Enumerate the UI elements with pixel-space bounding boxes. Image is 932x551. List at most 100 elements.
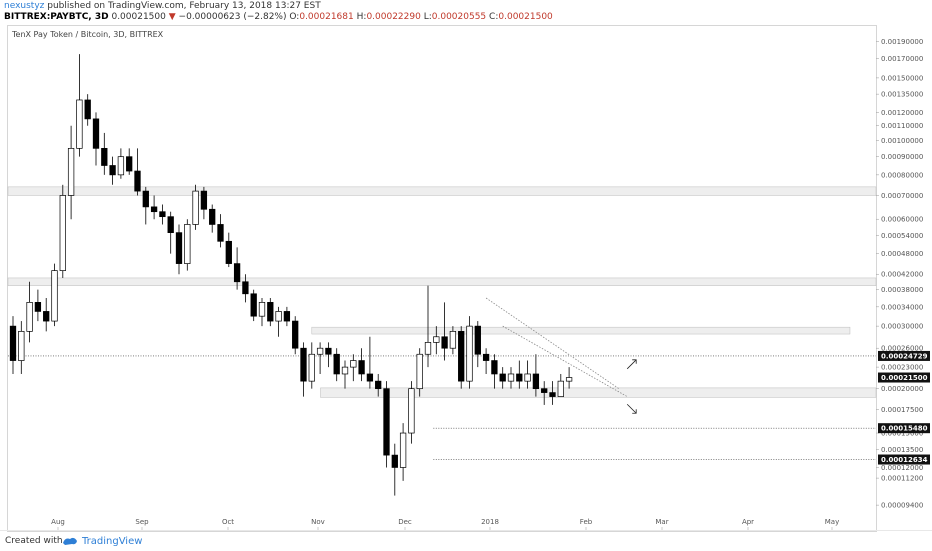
arrow-shaft xyxy=(626,403,637,414)
chart-frame xyxy=(7,25,877,532)
candle xyxy=(549,381,556,405)
candle-body xyxy=(167,216,174,233)
y-tick-label: 0.00110000 xyxy=(881,122,923,130)
candlestick-chart[interactable]: TenX Pay Token / Bitcoin, 3D, BITTREX 0.0… xyxy=(0,0,932,530)
price-tag-bg xyxy=(878,423,930,434)
y-tick-label: 0.00030000 xyxy=(881,323,923,331)
arrow-head xyxy=(632,359,637,364)
candle xyxy=(242,274,249,303)
x-tick-label: Feb xyxy=(580,518,593,526)
candle xyxy=(258,298,266,327)
candle-body xyxy=(433,336,440,343)
tradingview-logo-icon xyxy=(63,537,77,545)
candle xyxy=(441,302,448,361)
candle xyxy=(458,326,465,389)
candle-body xyxy=(358,360,365,375)
candle-body xyxy=(283,311,291,322)
trendline-1 xyxy=(502,325,628,397)
close-value: 0.00021500 xyxy=(498,12,553,22)
price-tag-label: 0.00024729 xyxy=(881,352,928,360)
candle-body xyxy=(159,211,166,218)
y-tick-label: 0.00190000 xyxy=(881,38,923,46)
y-tick-label: 0.00012000 xyxy=(881,464,923,472)
y-tick-label: 0.00070000 xyxy=(881,192,923,200)
candle-body xyxy=(209,208,216,225)
candle xyxy=(366,336,374,389)
candle xyxy=(482,348,490,374)
candle xyxy=(192,184,199,230)
candle-body xyxy=(524,373,531,382)
candle xyxy=(499,367,506,389)
x-tick-label: Oct xyxy=(222,518,234,526)
y-tick-label: 0.00038000 xyxy=(881,286,923,294)
y-tick-label: 0.00170000 xyxy=(881,55,923,63)
candle-body xyxy=(458,331,465,382)
candle-body xyxy=(325,347,332,355)
arrow-head xyxy=(632,409,637,414)
candle-body xyxy=(383,388,390,456)
candle xyxy=(267,298,274,327)
candle xyxy=(449,326,457,355)
candle-body xyxy=(267,302,274,322)
candle xyxy=(59,184,66,278)
candle xyxy=(341,360,349,389)
author-link[interactable]: nexustyz xyxy=(4,1,45,11)
chart-title: TenX Pay Token / Bitcoin, 3D, BITTREX xyxy=(11,30,164,39)
candle xyxy=(43,298,50,332)
candle xyxy=(358,348,365,382)
candle-body xyxy=(117,156,125,176)
price-tag: 0.00021500 xyxy=(878,372,930,383)
candle-body xyxy=(134,170,141,192)
candle-body xyxy=(466,325,473,382)
candle-body xyxy=(150,206,158,213)
price-tag-label: 0.00021500 xyxy=(881,374,928,382)
candle xyxy=(200,186,208,220)
price-tag-bg xyxy=(878,372,930,383)
candle-body xyxy=(34,302,42,312)
candle xyxy=(250,289,257,322)
candle xyxy=(316,342,324,374)
candle-body xyxy=(516,373,523,382)
y-tick-label: 0.00042000 xyxy=(881,271,923,279)
high-value: 0.00022290 xyxy=(366,12,421,22)
candle-body xyxy=(258,302,266,317)
candle-body xyxy=(408,388,415,434)
candle xyxy=(34,289,42,322)
candle xyxy=(325,342,332,368)
candle xyxy=(283,306,291,327)
candle-body xyxy=(333,353,340,375)
candle-body xyxy=(308,353,315,382)
y-tick-label: 0.00009400 xyxy=(881,502,923,510)
y-tick-label: 0.00023000 xyxy=(881,364,923,372)
candle-body xyxy=(441,336,448,349)
high-label: H: xyxy=(356,12,367,22)
low-value: 0.00020555 xyxy=(431,12,487,22)
candle xyxy=(308,342,315,389)
candle-body xyxy=(482,353,490,361)
candle-body xyxy=(192,190,199,225)
candle xyxy=(209,204,216,233)
down-arrow-icon xyxy=(626,403,637,414)
candle xyxy=(217,214,224,248)
candle-body xyxy=(316,347,324,355)
candle xyxy=(126,148,133,175)
candle-body xyxy=(375,380,382,390)
candle xyxy=(167,211,174,254)
tradingview-brand-label: TradingView xyxy=(82,536,143,547)
candle xyxy=(557,373,564,397)
x-tick-label: Aug xyxy=(51,518,65,526)
y-tick-label: 0.00120000 xyxy=(881,109,923,117)
price-tag: 0.00024729 xyxy=(878,350,930,361)
down-arrow-icon: ▼ xyxy=(168,12,176,22)
y-tick-label: 0.00090000 xyxy=(881,153,923,161)
candle xyxy=(383,381,390,468)
candle xyxy=(532,354,540,397)
y-tick-label: 0.00026000 xyxy=(881,345,923,353)
candle-body xyxy=(565,377,573,382)
candle-body xyxy=(184,224,191,264)
candle-body xyxy=(217,224,224,242)
candle-body xyxy=(126,156,133,172)
y-tick-label: 0.00020000 xyxy=(881,385,923,393)
candle xyxy=(491,354,498,389)
trendline-0 xyxy=(485,297,620,390)
